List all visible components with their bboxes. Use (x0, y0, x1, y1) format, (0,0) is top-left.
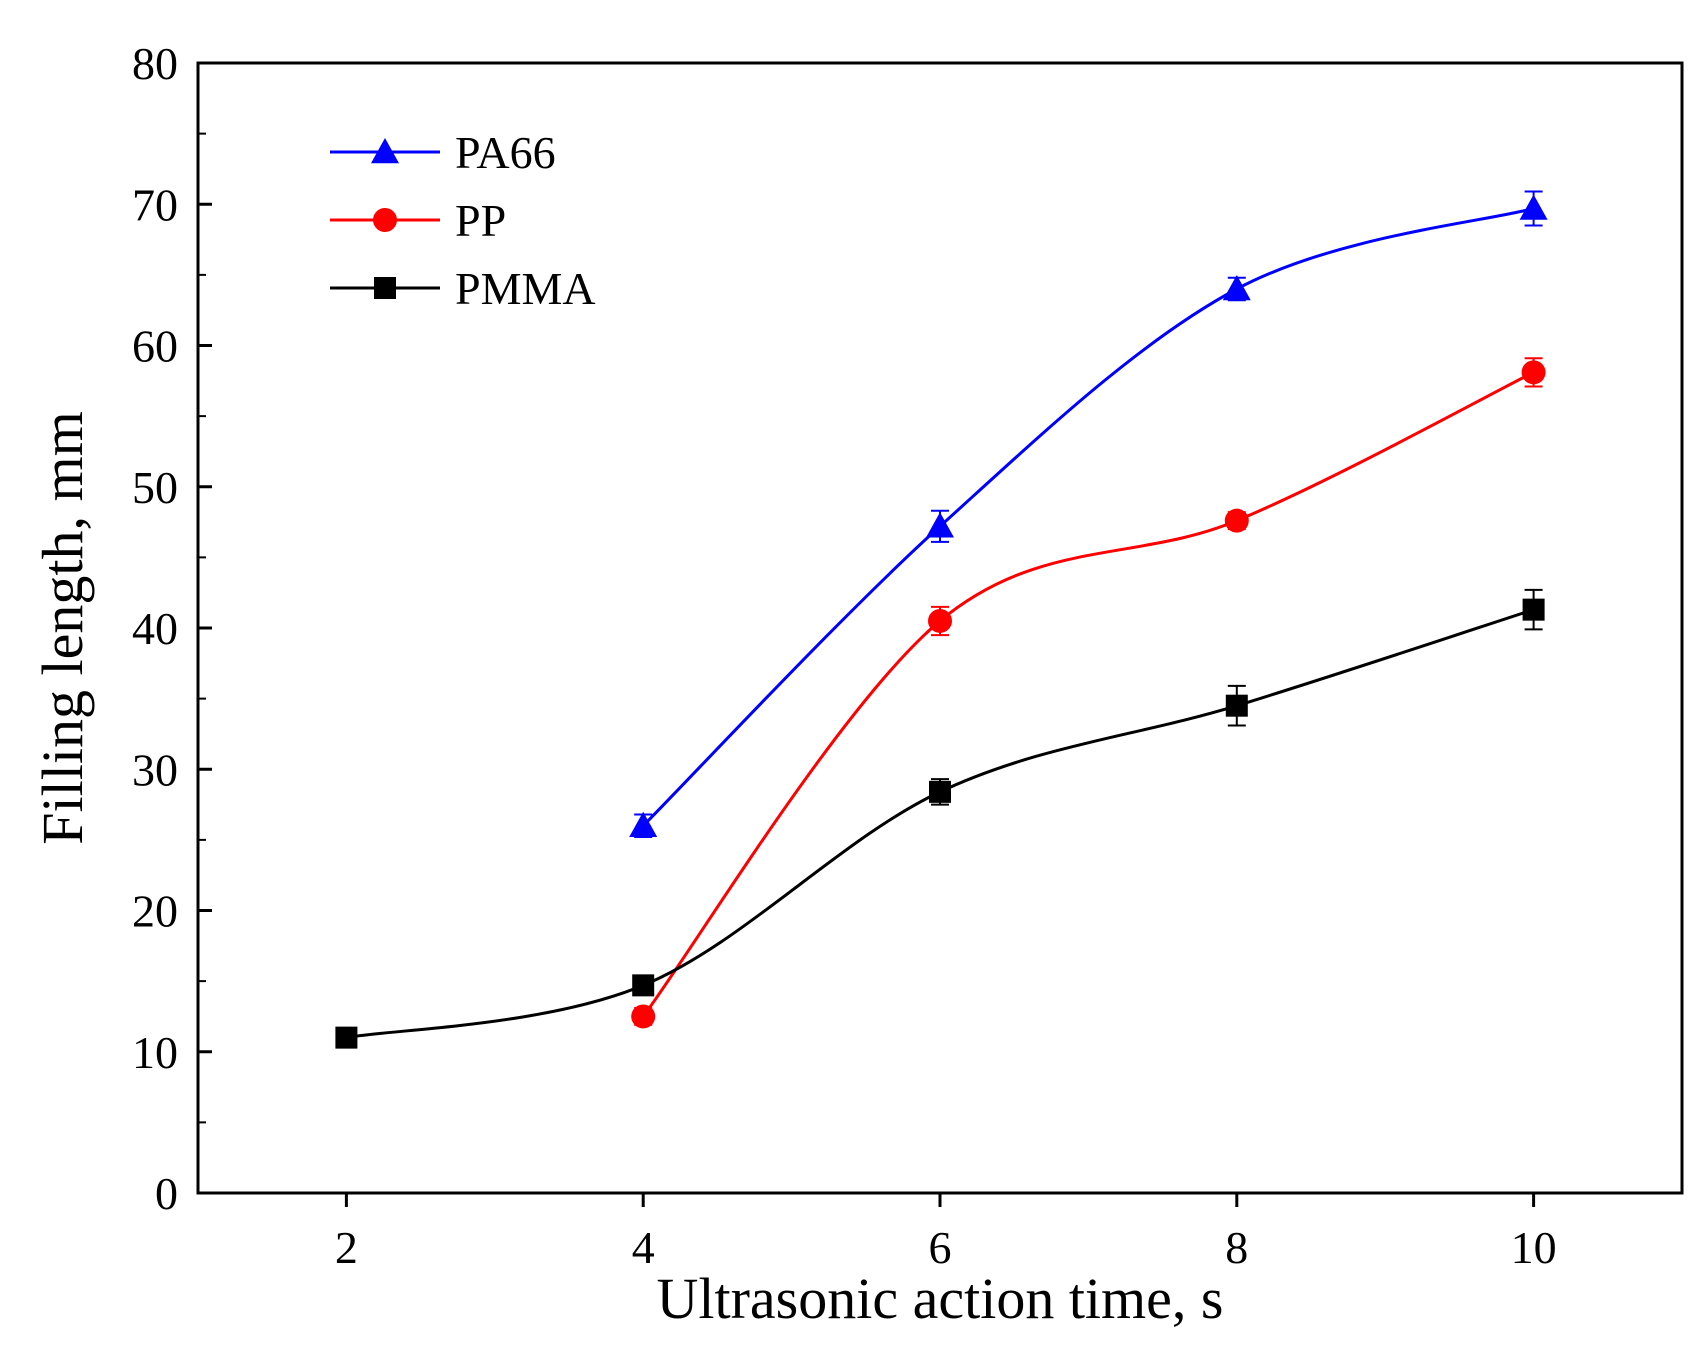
x-tick-label: 10 (1511, 1222, 1557, 1273)
x-tick-label: 8 (1225, 1222, 1248, 1273)
series-pmma (335, 588, 1545, 1049)
series-line-pa66 (642, 207, 1534, 827)
legend-item-pa66: PA66 (330, 127, 556, 178)
legend-marker-pp (373, 208, 397, 232)
legend-label-pmma: PMMA (455, 263, 596, 314)
y-tick-label: 20 (132, 886, 178, 937)
data-point-pp (1224, 508, 1249, 533)
y-tick-label: 40 (132, 603, 178, 654)
data-point-pmma (335, 1026, 358, 1049)
data-point-pmma (632, 974, 655, 997)
x-tick-label: 2 (335, 1222, 358, 1273)
series-pa66 (629, 190, 1548, 839)
data-point-pa66 (1519, 194, 1548, 220)
data-point-pmma (1522, 598, 1545, 621)
legend: PA66 PP PMMA (330, 127, 596, 314)
y-tick-label: 0 (155, 1168, 178, 1219)
y-tick-label: 60 (132, 321, 178, 372)
y-tick-label: 80 (132, 38, 178, 89)
series-line-pmma (346, 608, 1535, 1040)
data-point-pa66 (629, 811, 658, 837)
y-tick-label: 50 (132, 462, 178, 513)
legend-marker-pa66 (371, 138, 399, 164)
data-point-pa66 (926, 512, 954, 538)
data-point-pp (928, 608, 952, 633)
legend-label-pp: PP (455, 195, 506, 246)
y-tick-label: 70 (132, 179, 178, 230)
y-tick-label: 30 (132, 744, 178, 795)
y-axis-title: Filling length, mm (30, 411, 95, 844)
legend-item-pmma: PMMA (330, 263, 596, 314)
series-layer (335, 190, 1548, 1049)
x-axis-title: Ultrasonic action time, s (657, 1266, 1224, 1331)
series-line-pp (641, 370, 1535, 1018)
legend-item-pp: PP (330, 195, 506, 246)
data-point-pmma (929, 780, 951, 803)
data-point-pp (631, 1004, 656, 1029)
legend-label-pa66: PA66 (455, 127, 556, 178)
data-point-pp (1521, 360, 1546, 385)
axes-layer: 2 4 6 8 10 0 10 20 30 40 50 60 70 80 (132, 38, 1684, 1273)
series-pp (631, 357, 1546, 1029)
data-point-pmma (1225, 694, 1248, 717)
x-tick-label: 6 (929, 1222, 952, 1273)
legend-marker-pmma (374, 277, 396, 299)
x-tick-label: 4 (632, 1222, 655, 1273)
data-point-pa66 (1222, 275, 1251, 301)
y-tick-label: 10 (132, 1027, 178, 1078)
